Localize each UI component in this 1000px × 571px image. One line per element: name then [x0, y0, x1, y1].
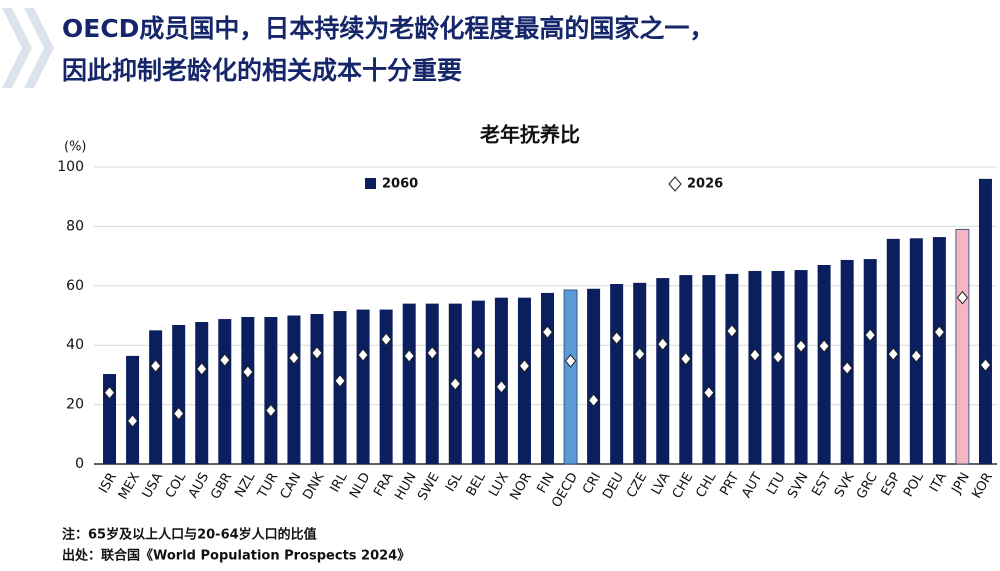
diamond-marker: [265, 403, 277, 418]
bar: [172, 325, 186, 464]
bar: [149, 330, 163, 464]
diamond-marker: [887, 347, 899, 361]
diamond-marker: [564, 354, 577, 368]
legend-label: 2060: [382, 177, 418, 192]
diamond-marker: [149, 359, 162, 373]
bar: [702, 275, 716, 464]
diamond-marker: [472, 346, 484, 360]
bar: [103, 374, 117, 464]
bar: [471, 300, 485, 464]
y-tick-label: 100: [57, 159, 84, 175]
diamond-marker: [518, 359, 531, 373]
diamond-marker: [334, 374, 346, 388]
diamond-marker: [426, 346, 438, 360]
diamond-marker: [288, 351, 300, 365]
bar: [725, 273, 739, 464]
diamond-marker: [795, 339, 807, 353]
legend-swatch: [668, 176, 682, 192]
diamond-marker: [103, 385, 116, 400]
chart-title: 老年抚养比: [480, 123, 580, 147]
bar: [517, 297, 531, 464]
diamond-marker: [956, 290, 969, 305]
diamond-marker: [933, 325, 946, 339]
bar: [587, 288, 601, 464]
diamond-marker: [380, 332, 392, 347]
diamond-marker: [634, 347, 646, 361]
slide-title: 因此抑制老龄化的相关成本十分重要: [62, 56, 462, 85]
y-tick-label: 40: [66, 337, 84, 353]
y-tick-label: 0: [75, 456, 84, 472]
bar: [126, 355, 140, 464]
diamond-marker: [357, 348, 369, 362]
bar: [218, 319, 232, 464]
diamond-marker: [219, 353, 231, 367]
bar: [241, 316, 255, 464]
bar: [679, 275, 693, 464]
bar: [633, 282, 647, 464]
bar: [932, 237, 946, 464]
bar: [287, 315, 301, 464]
bar: [794, 270, 808, 464]
diamond-marker: [611, 331, 623, 345]
diamond-marker: [657, 337, 669, 351]
diamond-marker: [173, 406, 185, 421]
bar: [863, 259, 877, 464]
diamond-marker: [979, 358, 992, 372]
diamond-marker: [541, 325, 554, 339]
bar: [955, 228, 970, 465]
slide-title: OECD成员国中，日本持续为老龄化程度最高的国家之一，: [62, 14, 714, 43]
chevrons: [2, 8, 54, 88]
diamond-marker: [910, 349, 922, 363]
diamond-marker: [680, 352, 692, 366]
diamond-marker: [726, 324, 738, 338]
diamond-marker: [242, 365, 254, 379]
bar: [656, 278, 670, 464]
diamond-marker: [841, 361, 853, 375]
diamond-marker: [749, 348, 761, 362]
bar: [310, 314, 324, 464]
diamond-marker: [703, 385, 715, 400]
bar: [748, 270, 762, 464]
bar: [771, 270, 785, 464]
bar: [195, 322, 209, 464]
bar: [978, 178, 992, 464]
bar: [817, 265, 831, 464]
bar: [563, 289, 578, 465]
diamond-marker: [126, 414, 139, 428]
bar: [610, 284, 624, 464]
bar: [264, 316, 278, 464]
diamond-marker: [403, 349, 415, 363]
bar: [379, 309, 393, 464]
y-tick-label: 20: [66, 397, 84, 413]
bar: [541, 292, 554, 464]
note: 出处：联合国《World Population Prospects 2024》: [62, 548, 410, 564]
diamond-marker: [818, 339, 830, 353]
bar: [356, 309, 370, 464]
diamond-marker: [587, 393, 600, 407]
y-tick-label: 80: [66, 218, 84, 234]
diamond-marker: [495, 379, 508, 394]
note: 注：65岁及以上人口与20-64岁人口的比值: [62, 527, 317, 543]
y-unit: (%): [64, 140, 87, 155]
diamond-marker: [772, 350, 784, 364]
legend-swatch: [365, 178, 376, 189]
diamond-marker: [864, 328, 876, 342]
bar: [402, 303, 416, 464]
diamond-marker: [196, 362, 208, 376]
diamond-marker: [449, 377, 461, 391]
legend-label: 2026: [687, 177, 723, 192]
diamond-marker: [311, 346, 323, 360]
bar: [425, 303, 439, 464]
y-tick-label: 60: [66, 278, 84, 294]
